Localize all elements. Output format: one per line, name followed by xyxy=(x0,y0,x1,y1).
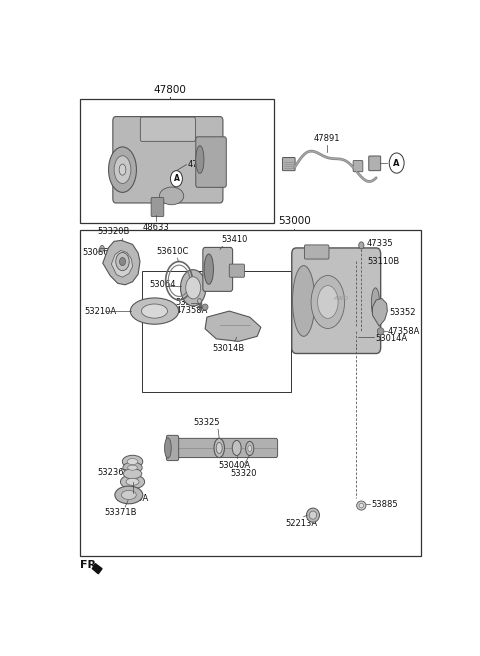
Text: 53325: 53325 xyxy=(193,419,219,427)
Text: 53371B: 53371B xyxy=(104,508,136,517)
Text: A: A xyxy=(173,174,180,183)
Ellipse shape xyxy=(214,438,225,458)
FancyBboxPatch shape xyxy=(229,264,244,277)
Ellipse shape xyxy=(216,442,222,453)
Polygon shape xyxy=(111,251,132,277)
Text: 52213A: 52213A xyxy=(285,519,317,528)
Circle shape xyxy=(116,253,129,271)
Text: 53885: 53885 xyxy=(372,499,398,508)
Ellipse shape xyxy=(372,288,380,318)
Circle shape xyxy=(198,298,202,304)
Ellipse shape xyxy=(186,277,201,299)
Ellipse shape xyxy=(126,478,139,485)
Text: 53210A: 53210A xyxy=(84,306,116,316)
Text: 53110B: 53110B xyxy=(367,257,399,266)
Text: 53086: 53086 xyxy=(83,248,109,257)
FancyBboxPatch shape xyxy=(282,157,295,171)
Ellipse shape xyxy=(128,465,137,470)
Ellipse shape xyxy=(196,146,204,173)
Text: 48633: 48633 xyxy=(143,223,169,232)
Text: 47358A: 47358A xyxy=(176,306,208,315)
Text: 53040A: 53040A xyxy=(218,461,250,470)
Ellipse shape xyxy=(123,468,142,479)
Text: 53215: 53215 xyxy=(175,298,202,308)
Ellipse shape xyxy=(359,503,363,508)
FancyBboxPatch shape xyxy=(196,137,226,188)
Bar xyxy=(142,271,290,392)
FancyBboxPatch shape xyxy=(173,438,277,458)
Text: A: A xyxy=(394,159,400,167)
Text: 53320A: 53320A xyxy=(117,494,149,503)
FancyBboxPatch shape xyxy=(353,161,363,172)
Ellipse shape xyxy=(108,147,136,192)
Circle shape xyxy=(170,171,182,187)
Circle shape xyxy=(120,258,125,266)
Text: 53410: 53410 xyxy=(222,236,248,245)
Bar xyxy=(81,230,421,556)
Ellipse shape xyxy=(311,276,345,329)
Ellipse shape xyxy=(180,270,206,306)
Ellipse shape xyxy=(119,164,126,175)
FancyBboxPatch shape xyxy=(292,248,381,354)
Ellipse shape xyxy=(357,501,366,510)
FancyBboxPatch shape xyxy=(304,245,329,259)
Text: 53610C: 53610C xyxy=(156,247,189,256)
Text: 47335: 47335 xyxy=(367,239,394,249)
Ellipse shape xyxy=(165,438,171,458)
Bar xyxy=(81,99,274,222)
Text: AWD: AWD xyxy=(333,296,348,301)
Polygon shape xyxy=(103,240,140,285)
Circle shape xyxy=(389,153,404,173)
Ellipse shape xyxy=(115,486,143,504)
FancyBboxPatch shape xyxy=(167,436,179,461)
Text: 53320: 53320 xyxy=(230,468,257,478)
Ellipse shape xyxy=(159,187,184,205)
Text: 53320B: 53320B xyxy=(97,228,130,236)
Polygon shape xyxy=(372,298,387,326)
Ellipse shape xyxy=(232,440,241,455)
FancyBboxPatch shape xyxy=(113,117,223,203)
Polygon shape xyxy=(205,311,261,341)
Circle shape xyxy=(359,242,364,249)
Ellipse shape xyxy=(142,304,168,318)
Circle shape xyxy=(100,245,104,251)
Text: 47800: 47800 xyxy=(153,85,186,95)
Ellipse shape xyxy=(292,266,315,337)
FancyBboxPatch shape xyxy=(140,117,195,141)
Text: 53064: 53064 xyxy=(149,280,176,289)
Ellipse shape xyxy=(248,445,252,452)
Ellipse shape xyxy=(123,462,142,473)
Ellipse shape xyxy=(121,491,136,499)
Text: 53352: 53352 xyxy=(389,308,416,317)
Ellipse shape xyxy=(204,254,214,284)
Text: 53014B: 53014B xyxy=(212,344,244,354)
Text: 53236: 53236 xyxy=(97,468,124,477)
Ellipse shape xyxy=(130,298,179,324)
FancyBboxPatch shape xyxy=(203,247,233,291)
Ellipse shape xyxy=(309,511,317,519)
Text: 53000: 53000 xyxy=(278,216,311,226)
Ellipse shape xyxy=(114,155,131,184)
Text: 47390B: 47390B xyxy=(188,160,220,169)
FancyBboxPatch shape xyxy=(369,156,381,171)
Ellipse shape xyxy=(318,285,338,318)
Ellipse shape xyxy=(306,508,320,522)
Text: FR.: FR. xyxy=(81,560,101,569)
Ellipse shape xyxy=(202,304,208,310)
Polygon shape xyxy=(92,564,102,574)
Ellipse shape xyxy=(377,328,384,335)
Ellipse shape xyxy=(127,459,138,464)
Text: 47891: 47891 xyxy=(314,134,340,144)
Ellipse shape xyxy=(120,475,144,489)
Text: 53014A: 53014A xyxy=(375,334,407,343)
Text: 47358A: 47358A xyxy=(387,327,420,336)
Ellipse shape xyxy=(246,441,254,455)
Ellipse shape xyxy=(122,455,143,468)
FancyBboxPatch shape xyxy=(151,197,164,216)
